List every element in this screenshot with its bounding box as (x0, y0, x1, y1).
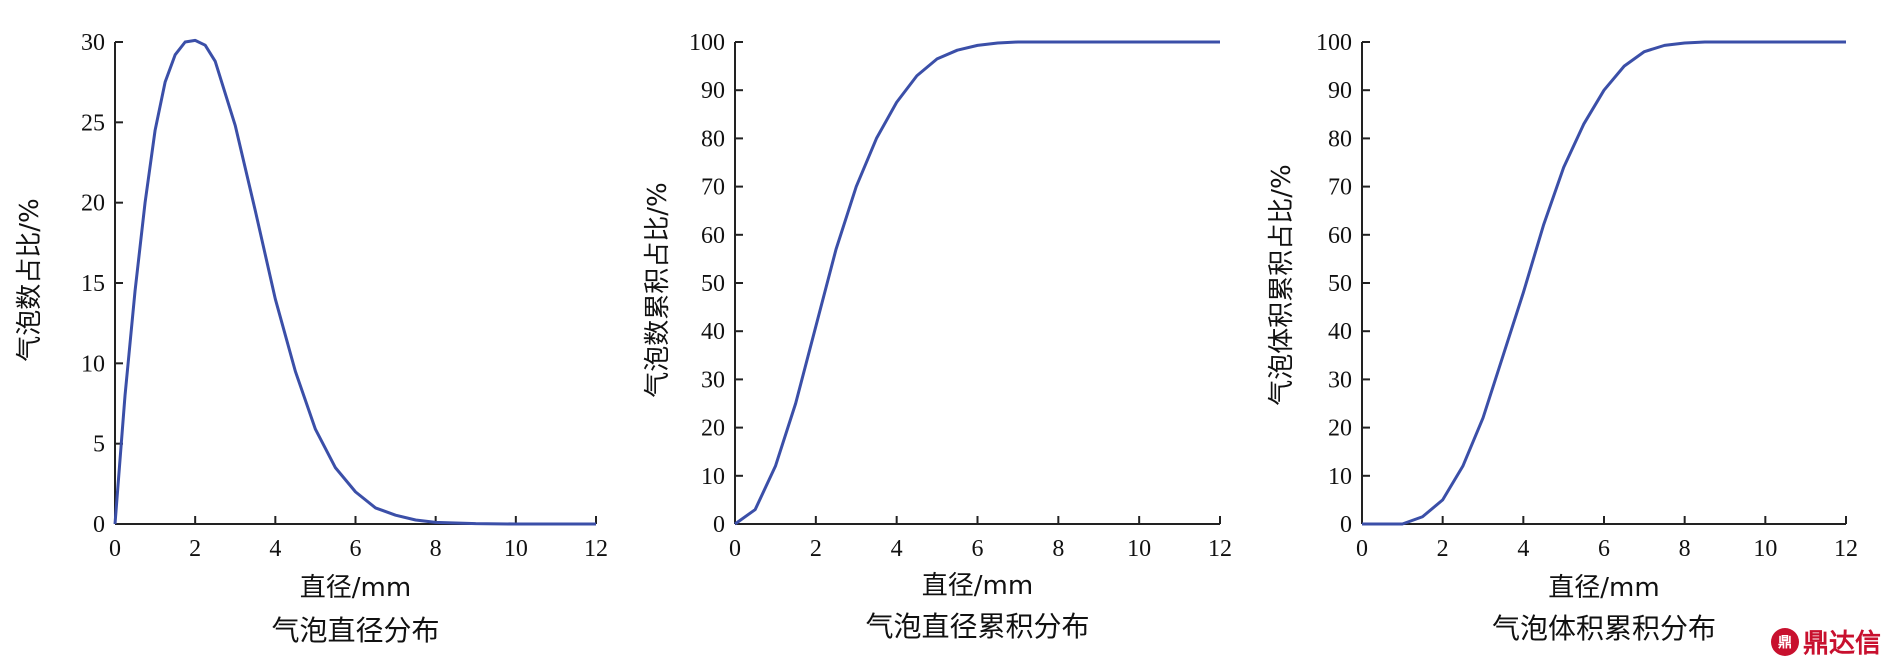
chart-caption: 气泡体积累积分布 (1492, 612, 1716, 645)
y-tick-label: 90 (701, 78, 725, 104)
y-tick-label: 50 (1328, 271, 1352, 297)
y-tick-label: 70 (701, 175, 725, 201)
y-tick-label: 30 (81, 30, 105, 56)
y-tick-label: 90 (1328, 78, 1352, 104)
y-tick-label: 5 (93, 432, 105, 458)
y-tick-label: 0 (713, 512, 725, 538)
x-tick-label: 6 (1598, 536, 1610, 562)
y-tick-label: 0 (1340, 512, 1352, 538)
x-tick-label: 2 (189, 536, 201, 562)
x-tick-label: 12 (1834, 536, 1858, 562)
x-tick-label: 8 (430, 536, 442, 562)
y-axis-label: 气泡体积累积占比/% (1267, 164, 1297, 405)
chart-panel-bubble-diameter-distribution: 0 5 10 15 20 25 30 0 2 4 6 8 10 12 直径/mm 气泡数占比/% 气泡直径分布 (15, 30, 608, 647)
watermark-text: 鼎达信 (1802, 629, 1881, 659)
y-tick-label: 30 (701, 367, 725, 393)
y-tick-label: 40 (701, 319, 725, 345)
x-tick-label: 4 (1517, 536, 1529, 562)
y-tick-label: 15 (81, 271, 105, 297)
x-tick-label: 12 (584, 536, 608, 562)
series-line (1362, 40, 1846, 526)
chart-panel-cumulative-volume-distribution: 0 10 20 30 40 50 60 70 80 90 100 0 2 4 6 8 10 12 直径/mm 气泡体积… (1267, 30, 1858, 645)
y-tick-label: 60 (701, 223, 725, 249)
watermark-logo-icon: 鼎 (1770, 627, 1799, 656)
x-axis-label: 直径/mm (922, 571, 1033, 601)
x-tick-label: 4 (891, 536, 903, 562)
y-tick-label: 30 (1328, 367, 1352, 393)
chart-caption: 气泡直径累积分布 (865, 610, 1089, 643)
x-tick-label: 10 (1127, 536, 1151, 562)
x-tick-label: 10 (1753, 536, 1777, 562)
y-tick-label: 25 (81, 110, 105, 136)
y-axis-label: 气泡数累积占比/% (643, 182, 673, 397)
y-tick-label: 50 (701, 271, 725, 297)
series-line (734, 40, 1220, 526)
y-tick-label: 20 (701, 416, 725, 442)
y-tick-label: 10 (701, 464, 725, 490)
chart-panel-cumulative-diameter-distribution: 0 10 20 30 40 50 60 70 80 90 100 0 2 4 6 8 10 12 直径/mm 气泡数累… (643, 30, 1232, 643)
y-axis-label: 气泡数占比/% (15, 198, 45, 361)
x-tick-label: 8 (1679, 536, 1691, 562)
y-tick-label: 0 (93, 512, 105, 538)
watermark: 鼎 鼎达信 (1770, 623, 1881, 660)
x-tick-label: 10 (504, 536, 528, 562)
x-tick-label: 0 (1356, 536, 1368, 562)
x-tick-label: 6 (350, 536, 362, 562)
y-tick-label: 100 (1316, 30, 1352, 56)
y-tick-label: 20 (1328, 416, 1352, 442)
y-tick-label: 20 (81, 191, 105, 217)
x-tick-label: 4 (269, 536, 281, 562)
x-tick-label: 0 (729, 536, 741, 562)
x-tick-label: 2 (810, 536, 822, 562)
y-tick-label: 80 (701, 126, 725, 152)
y-tick-label: 40 (1328, 319, 1352, 345)
y-tick-label: 10 (1328, 464, 1352, 490)
chart-caption: 气泡直径分布 (271, 614, 439, 647)
x-axis-label: 直径/mm (300, 573, 411, 603)
y-tick-label: 60 (1328, 223, 1352, 249)
x-tick-label: 8 (1052, 536, 1064, 562)
x-tick-label: 12 (1208, 536, 1232, 562)
x-tick-label: 0 (109, 536, 121, 562)
x-tick-label: 6 (972, 536, 984, 562)
y-tick-label: 70 (1328, 175, 1352, 201)
y-tick-label: 100 (689, 30, 725, 56)
y-tick-label: 10 (81, 351, 105, 377)
x-axis-label: 直径/mm (1548, 573, 1659, 603)
y-tick-label: 80 (1328, 126, 1352, 152)
x-tick-label: 2 (1437, 536, 1449, 562)
series-line (113, 38, 596, 526)
